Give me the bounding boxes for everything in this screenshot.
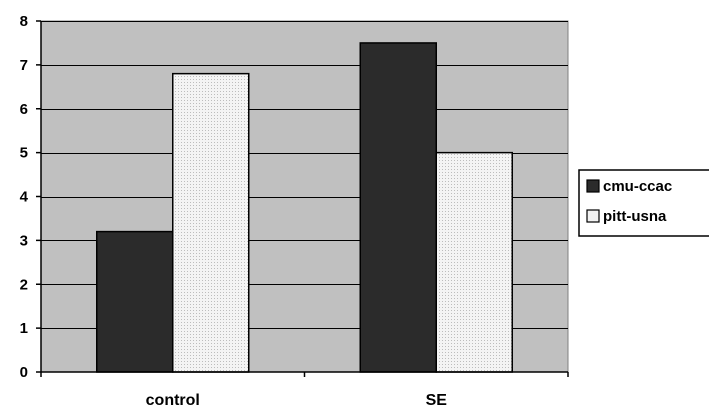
y-tick-label: 5	[20, 145, 28, 162]
bar-pitt-usna-SE	[435, 151, 513, 373]
y-tick-label: 6	[20, 101, 28, 118]
x-category-label: SE	[426, 392, 448, 409]
legend-label-pitt-usna: pitt-usna	[603, 208, 667, 225]
legend-swatch-cmu-ccac	[586, 179, 600, 193]
x-category-label: control	[146, 392, 200, 409]
y-tick-label: 1	[20, 320, 28, 337]
x-category-labels: control SE	[146, 392, 448, 409]
y-tick-label: 4	[20, 189, 29, 206]
y-tick-label: 8	[20, 13, 28, 30]
y-tick-label: 2	[20, 276, 28, 293]
bar-cmu-ccac-SE	[359, 42, 437, 373]
legend: cmu-ccac pitt-usna	[578, 169, 709, 237]
legend-box	[578, 169, 709, 237]
axes	[36, 20, 569, 377]
y-tick-label: 7	[20, 57, 28, 74]
y-tick-labels: 0 1 2 3 4 5 6 7 8	[20, 13, 29, 381]
legend-label-cmu-ccac: cmu-ccac	[603, 178, 672, 195]
bars	[96, 42, 513, 373]
bar-cmu-ccac-control	[96, 230, 174, 373]
bar-pitt-usna-control	[172, 72, 250, 373]
y-tick-label: 3	[20, 232, 28, 249]
legend-swatch-pitt-usna	[586, 209, 600, 223]
y-tick-label: 0	[20, 364, 28, 381]
